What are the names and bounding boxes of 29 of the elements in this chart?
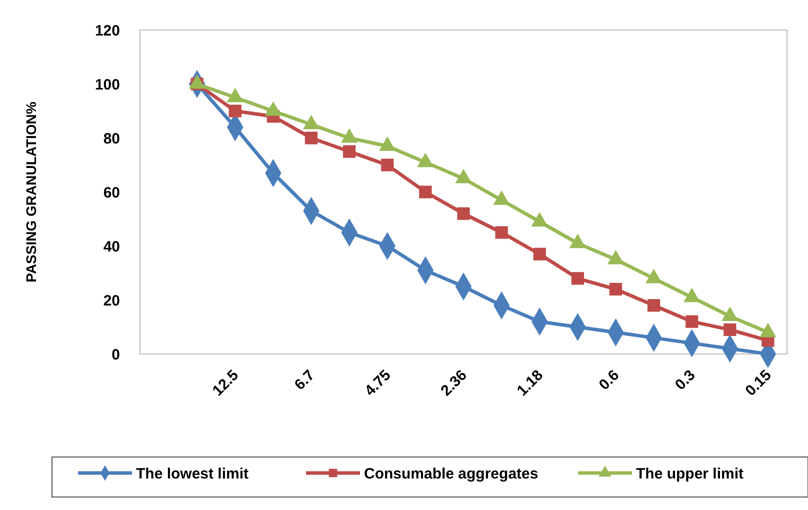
point: [533, 248, 546, 260]
point: [343, 145, 356, 158]
point: [724, 323, 736, 336]
y-tick-label: 80: [103, 130, 120, 148]
point: [686, 315, 698, 328]
x-tick-label: 0.6: [596, 366, 623, 394]
y-axis-title: PASSING GRANULATION%: [23, 101, 39, 282]
point: [304, 132, 318, 144]
x-tick-label: 4.75: [362, 366, 394, 400]
legend-label: The lowest limit: [136, 465, 249, 482]
x-tick-label: 0.15: [742, 366, 775, 400]
x-tick-label: 6.7: [291, 366, 318, 394]
y-tick-label: 20: [103, 292, 120, 310]
legend-label: The upper limit: [636, 465, 744, 482]
point: [571, 272, 584, 285]
point: [647, 299, 660, 312]
y-tick-label: 40: [103, 238, 120, 256]
point: [609, 282, 622, 296]
y-tick-label: 100: [94, 76, 120, 94]
point: [495, 226, 508, 239]
x-tick-label: 0.3: [672, 366, 699, 394]
point: [381, 158, 394, 172]
y-tick-label: 120: [94, 22, 120, 40]
y-tick-label: 0: [112, 346, 120, 364]
y-tick-label: 60: [103, 184, 120, 202]
point: [457, 207, 470, 220]
point: [419, 186, 432, 198]
legend-label: Consumable aggregates: [364, 465, 538, 482]
point: [228, 104, 242, 118]
